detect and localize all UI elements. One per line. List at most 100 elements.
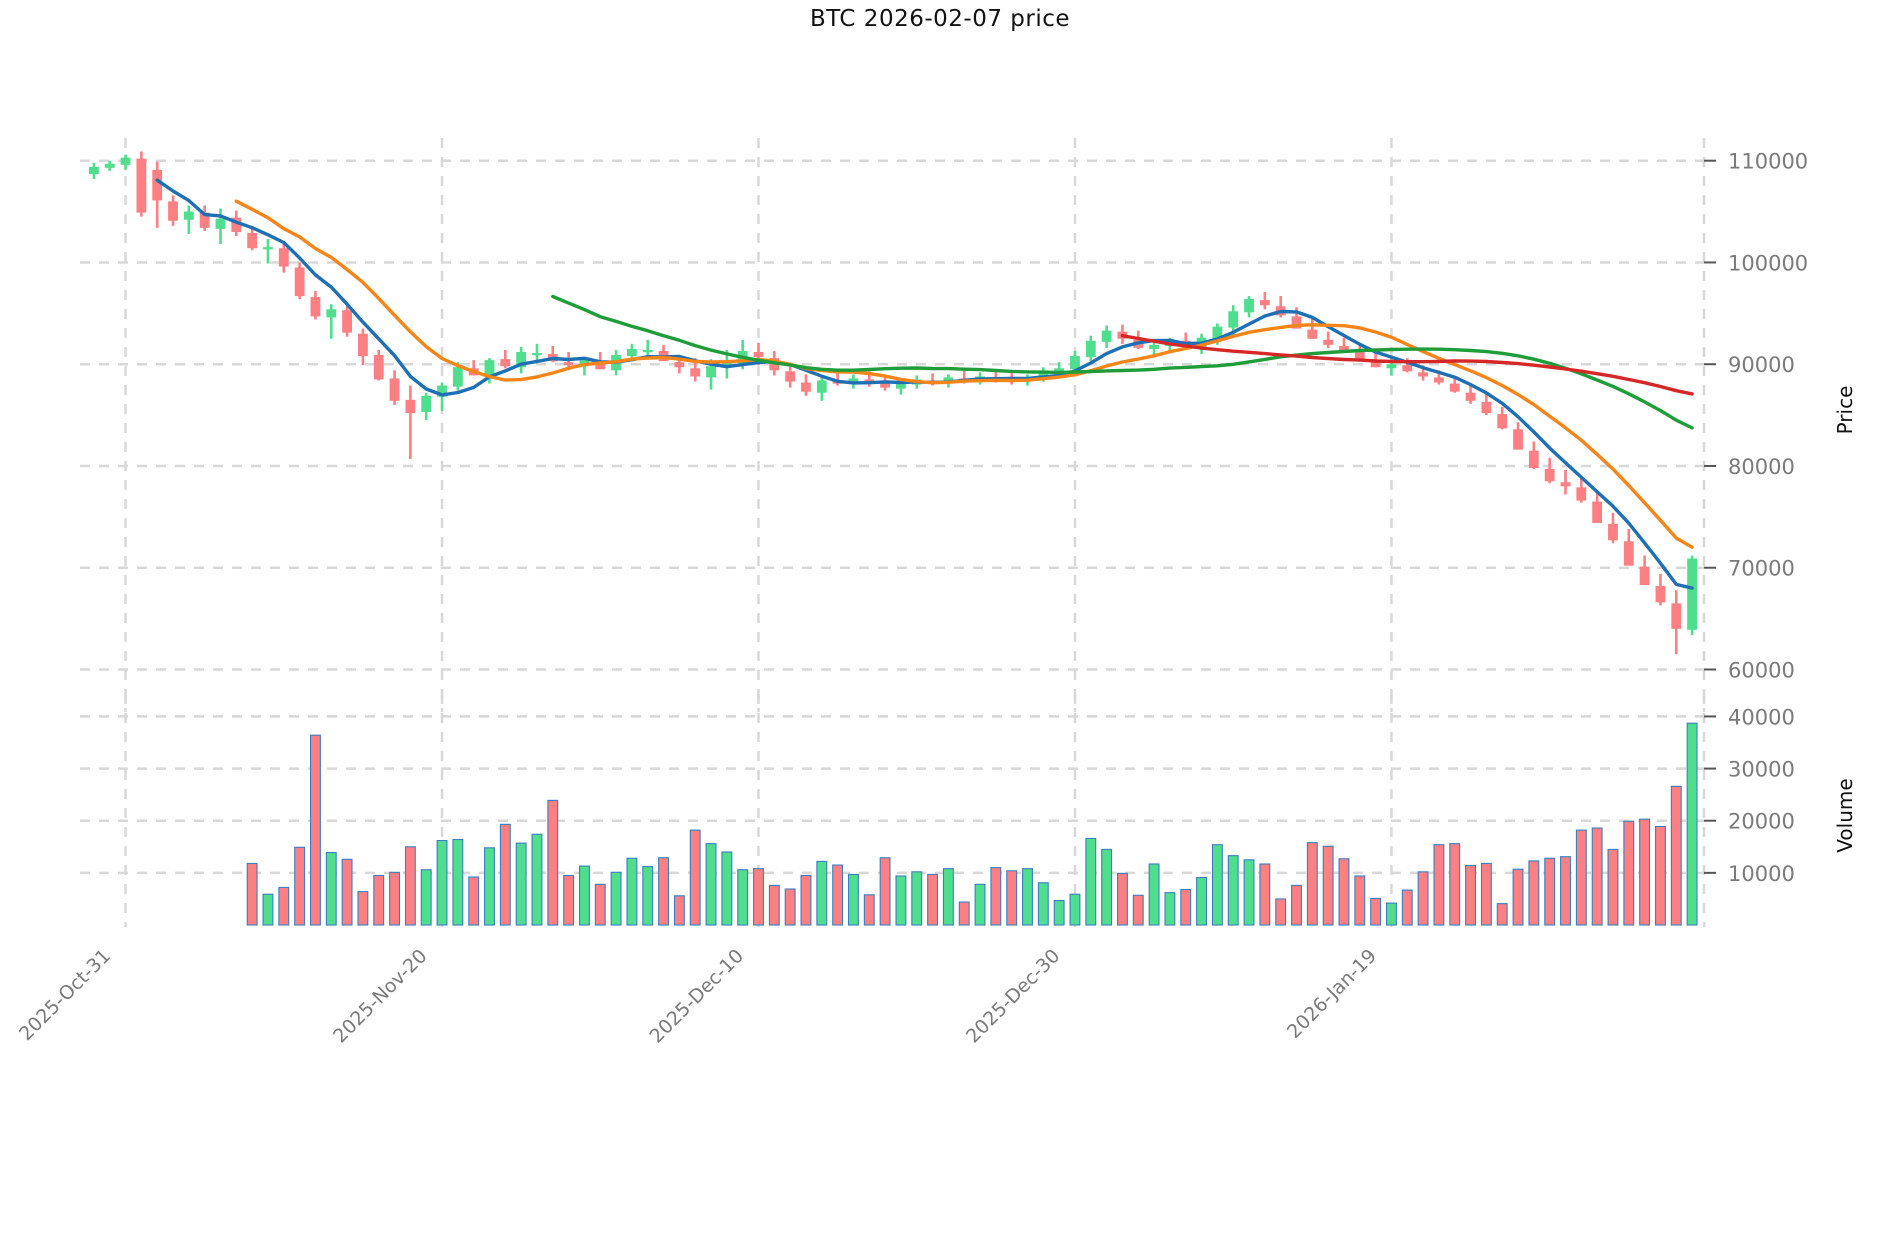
volume-bar — [341, 858, 353, 926]
volume-bar — [1591, 827, 1603, 926]
volume-bar — [1528, 860, 1540, 926]
candle-body — [801, 382, 811, 392]
price-tick-label: 60000 — [1728, 658, 1795, 682]
volume-bar — [737, 869, 749, 926]
candle-body — [1228, 311, 1239, 328]
volume-bar — [484, 847, 495, 926]
candle-body — [706, 366, 716, 378]
volume-bar — [863, 894, 875, 926]
volume-bar — [1322, 845, 1334, 926]
volume-bar — [753, 868, 764, 926]
candle-body — [595, 361, 606, 370]
volume-bar — [879, 857, 891, 926]
volume-bar — [1354, 875, 1366, 926]
moving-average-line — [1120, 334, 1694, 396]
volume-bar — [1639, 818, 1651, 926]
candle-body — [452, 367, 463, 387]
volume-bar — [911, 871, 923, 926]
volume-bar — [420, 869, 432, 926]
candle-body — [342, 310, 352, 333]
candle-body — [294, 267, 305, 297]
volume-bar — [1148, 863, 1160, 926]
volume-bar — [1449, 843, 1461, 926]
volume-bar — [800, 874, 812, 926]
candle-body — [120, 157, 131, 165]
x-tick-label: 2025-Oct-31 — [15, 945, 115, 1045]
volume-bar — [1670, 785, 1682, 926]
candle-body — [1655, 586, 1666, 603]
volume-bar — [1243, 859, 1255, 926]
candle-body — [1291, 316, 1302, 329]
candle-body — [104, 163, 115, 168]
page-title: BTC 2026-02-07 price — [809, 6, 1071, 32]
candle-body — [690, 368, 701, 377]
volume-bar — [768, 884, 780, 926]
volume-bar — [1006, 870, 1018, 926]
volume-bar — [547, 799, 559, 926]
volume-bar — [499, 823, 511, 926]
price-tick-label: 100000 — [1728, 251, 1808, 275]
candle-body — [247, 232, 258, 249]
candle-body — [864, 379, 875, 382]
volume-bar — [1037, 882, 1049, 926]
x-tick-label: 2025-Dec-10 — [645, 945, 748, 1048]
candle-body — [89, 166, 99, 174]
candle-body — [1434, 377, 1444, 383]
candle-body — [1339, 345, 1349, 350]
volume-bar — [389, 871, 401, 926]
x-tick-label: 2025-Nov-20 — [329, 945, 431, 1047]
volume-bar — [673, 895, 685, 926]
candle-body — [516, 352, 527, 368]
candle-body — [1418, 372, 1428, 377]
volume-bar — [705, 843, 717, 926]
volume-bar — [452, 838, 464, 926]
candle-body — [785, 371, 796, 382]
volume-bar — [563, 874, 575, 926]
price-tick-label: 90000 — [1728, 353, 1795, 377]
candle-body — [389, 378, 400, 401]
volume-bar — [974, 883, 986, 926]
volume-bar — [436, 839, 448, 926]
candle-body — [405, 399, 416, 414]
candle-body — [1481, 401, 1492, 414]
volume-bar — [1053, 899, 1065, 926]
candle-body — [1101, 330, 1112, 342]
volume-bar — [1085, 837, 1097, 926]
candle-body — [358, 333, 368, 357]
candle-body — [231, 217, 242, 232]
candle-body — [168, 201, 178, 221]
candle-body — [1370, 360, 1381, 368]
candle-body — [721, 362, 732, 368]
volume-bar — [1227, 855, 1239, 926]
volume-bar — [1338, 858, 1350, 926]
volume-bar — [1275, 898, 1287, 926]
moving-average-line — [551, 294, 1694, 430]
volume-bar — [531, 833, 543, 926]
volume-bar — [468, 876, 480, 926]
candle-body — [326, 309, 337, 318]
volume-bar — [847, 873, 859, 926]
volume-bar — [294, 846, 306, 926]
x-tick-label: 2026-Jan-19 — [1283, 945, 1381, 1043]
volume-tick-label: 10000 — [1728, 862, 1795, 886]
candle-body — [263, 247, 273, 250]
volume-axis-label: Volume — [1833, 778, 1857, 852]
candle-body — [674, 362, 685, 368]
candle-body — [1212, 326, 1223, 339]
candle-body — [484, 360, 495, 377]
volume-bar — [1069, 893, 1081, 926]
candle-body — [183, 211, 194, 220]
candle-body — [199, 212, 210, 228]
volume-bar — [1686, 722, 1698, 926]
candle-body — [500, 359, 511, 367]
volume-bar — [1575, 829, 1587, 926]
candle-body — [1528, 450, 1539, 468]
candle-body — [1623, 541, 1634, 566]
candle-body — [1085, 340, 1096, 358]
volume-bar — [1259, 863, 1271, 926]
candle-body — [1354, 350, 1365, 360]
candle-body — [1592, 501, 1603, 523]
candle-body — [880, 381, 890, 388]
candle-body — [1576, 487, 1587, 501]
